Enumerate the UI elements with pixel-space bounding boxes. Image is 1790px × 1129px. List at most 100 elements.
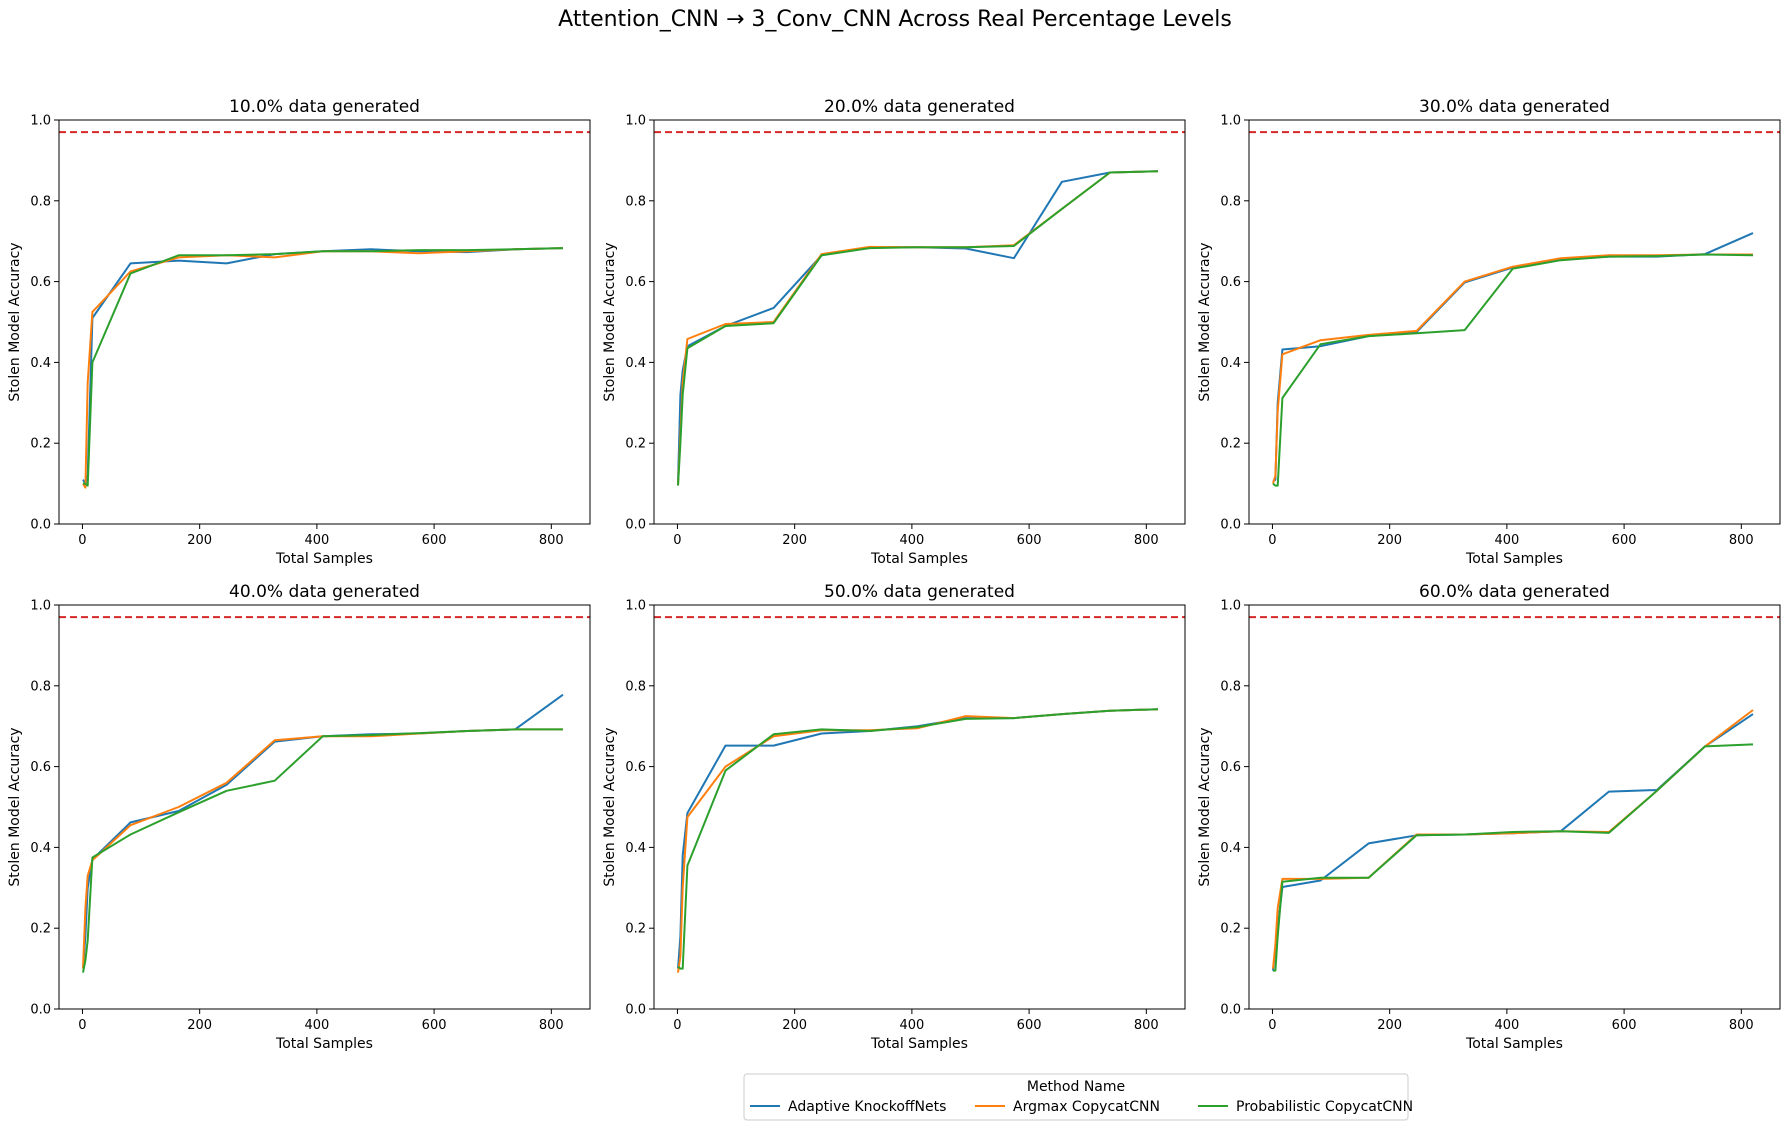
y-tick-label: 0.2	[30, 437, 51, 452]
series-line-probabilistic-copycatcnn	[82, 728, 563, 973]
y-tick-label: 0.8	[1220, 194, 1241, 209]
axes-frame	[653, 119, 1186, 525]
x-tick-label: 200	[1377, 533, 1402, 548]
x-tick-label: 200	[1377, 1018, 1402, 1033]
y-tick-label: 1.0	[625, 114, 646, 129]
series-line-probabilistic-copycatcnn	[83, 247, 564, 487]
y-tick-label: 0.2	[30, 922, 51, 937]
y-tick-label: 0.2	[625, 922, 646, 937]
y-tick-label: 0.6	[30, 275, 51, 290]
y-tick-label: 0.6	[30, 760, 51, 775]
y-tick-label: 0.6	[1220, 275, 1241, 290]
y-axis-label: Stolen Model Accuracy	[7, 727, 23, 886]
y-tick-label: 1.0	[625, 599, 646, 614]
x-tick-label: 200	[187, 1018, 212, 1033]
x-tick-label: 800	[1134, 1018, 1159, 1033]
subplot-title: 60.0% data generated	[1419, 582, 1610, 602]
x-tick-label: 0	[673, 1018, 681, 1033]
series-line-probabilistic-copycatcnn	[677, 708, 1159, 970]
series-line-probabilistic-copycatcnn	[1273, 743, 1754, 972]
x-tick-label: 800	[1729, 1018, 1754, 1033]
y-tick-label: 0.0	[1220, 1003, 1241, 1018]
y-tick-label: 0.4	[1220, 356, 1241, 371]
legend-title: Method Name	[1027, 1079, 1125, 1095]
x-tick-label: 0	[78, 1018, 86, 1033]
x-tick-label: 600	[1612, 1018, 1637, 1033]
y-axis-label: Stolen Model Accuracy	[602, 242, 618, 401]
x-tick-label: 400	[899, 533, 924, 548]
axes-frame	[58, 604, 591, 1010]
legend-frame	[743, 1073, 1409, 1121]
y-tick-label: 0.0	[30, 1003, 51, 1018]
y-tick-label: 1.0	[1220, 599, 1241, 614]
x-tick-label: 200	[187, 533, 212, 548]
x-tick-label: 800	[539, 533, 564, 548]
y-tick-label: 0.4	[30, 356, 51, 371]
subplot-4: 40.0% data generated 0 200 400 600 800 0.0 0.2 0…	[7, 582, 591, 1052]
legend-label: Adaptive KnockoffNets	[788, 1099, 946, 1115]
subplot-title: 10.0% data generated	[229, 97, 420, 117]
y-tick-label: 0.8	[30, 679, 51, 694]
legend-entry: Probabilistic CopycatCNN	[1198, 1099, 1413, 1115]
x-axis-label: Total Samples	[1465, 1036, 1563, 1052]
y-tick-label: 0.4	[625, 841, 646, 856]
legend-entry: Adaptive KnockoffNets	[750, 1099, 946, 1115]
y-tick-label: 0.2	[625, 437, 646, 452]
y-tick-label: 0.4	[30, 841, 51, 856]
y-tick-label: 0.4	[625, 356, 646, 371]
y-tick-label: 0.2	[1220, 437, 1241, 452]
y-tick-label: 0.8	[1220, 679, 1241, 694]
y-tick-label: 0.8	[30, 194, 51, 209]
axes-frame	[1248, 604, 1781, 1010]
x-tick-label: 800	[539, 1018, 564, 1033]
subplot-6: 60.0% data generated 0 200 400 600 800 0.0 0.2 0…	[1197, 582, 1781, 1052]
x-axis-label: Total Samples	[275, 551, 373, 567]
legend-entry: Argmax CopycatCNN	[975, 1099, 1160, 1115]
y-axis-label: Stolen Model Accuracy	[1197, 242, 1213, 401]
legend: Method Name Adaptive KnockoffNets Argmax …	[743, 1073, 1413, 1121]
y-tick-label: 0.6	[625, 760, 646, 775]
y-tick-label: 0.0	[625, 518, 646, 533]
y-tick-label: 1.0	[30, 599, 51, 614]
y-tick-label: 0.0	[30, 518, 51, 533]
legend-entries: Adaptive KnockoffNets Argmax CopycatCNN Pr…	[750, 1099, 1413, 1115]
x-tick-label: 200	[782, 533, 807, 548]
x-tick-label: 600	[1017, 533, 1042, 548]
x-tick-label: 400	[1494, 1018, 1519, 1033]
y-tick-label: 0.8	[625, 679, 646, 694]
y-tick-label: 0.0	[1220, 518, 1241, 533]
subplot-title: 50.0% data generated	[824, 582, 1015, 602]
y-tick-label: 0.6	[1220, 760, 1241, 775]
y-tick-label: 0.0	[625, 1003, 646, 1018]
y-tick-label: 0.8	[625, 194, 646, 209]
y-axis-label: Stolen Model Accuracy	[7, 242, 23, 401]
y-tick-label: 1.0	[1220, 114, 1241, 129]
subplot-title: 40.0% data generated	[229, 582, 420, 602]
y-axis-label: Stolen Model Accuracy	[602, 727, 618, 886]
y-axis-label: Stolen Model Accuracy	[1197, 727, 1213, 886]
subplot-3: 30.0% data generated 0 200 400 600 800 0.0 0.2 0…	[1197, 97, 1781, 567]
subplot-2: 20.0% data generated 0 200 400 600 800 0.0 0.2 0…	[602, 97, 1186, 567]
x-axis-label: Total Samples	[275, 1036, 373, 1052]
x-tick-label: 400	[304, 533, 329, 548]
x-tick-label: 400	[304, 1018, 329, 1033]
subplot-title: 20.0% data generated	[824, 97, 1015, 117]
y-tick-label: 0.2	[1220, 922, 1241, 937]
x-axis-label: Total Samples	[870, 551, 968, 567]
subplot-5: 50.0% data generated 0 200 400 600 800 0.0 0.2 0…	[602, 582, 1186, 1052]
axes-frame	[1248, 119, 1781, 525]
x-tick-label: 800	[1729, 533, 1754, 548]
x-tick-label: 0	[1268, 533, 1276, 548]
x-tick-label: 200	[782, 1018, 807, 1033]
figure-title: Attention_CNN → 3_Conv_CNN Across Real P…	[558, 7, 1232, 32]
axes-frame	[58, 119, 591, 525]
subplot-title: 30.0% data generated	[1419, 97, 1610, 117]
series-line-probabilistic-copycatcnn	[677, 170, 1159, 486]
subplot-1: 10.0% data generated 0 200 400 600 800 0.0 0.2 0…	[7, 97, 591, 567]
subplot-grid: 10.0% data generated 0 200 400 600 800 0.0 0.2 0…	[7, 97, 1781, 1052]
x-tick-label: 0	[78, 533, 86, 548]
x-tick-label: 400	[899, 1018, 924, 1033]
axes-frame	[653, 604, 1186, 1010]
x-tick-label: 0	[1268, 1018, 1276, 1033]
